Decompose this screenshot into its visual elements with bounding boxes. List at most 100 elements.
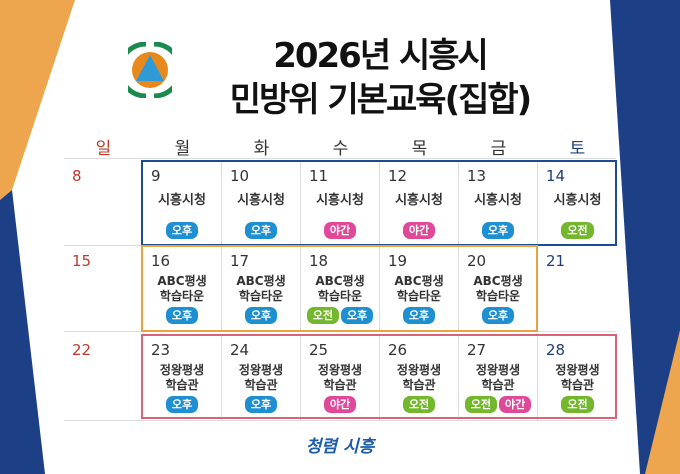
day-number: 28	[546, 341, 566, 359]
weekday-header: 목	[411, 139, 428, 159]
session-badge: 오후	[165, 307, 199, 324]
venue-name: ABC평생 학습타운	[236, 274, 286, 303]
session-badge: 오전	[561, 222, 594, 239]
week-highlight-border	[141, 334, 617, 419]
venue-name: 정왕평생 학습관	[555, 363, 600, 392]
session-badges: 오후	[459, 222, 537, 239]
day-number: 24	[230, 341, 250, 359]
session-badges: 오후	[459, 307, 537, 324]
session-badge: 오후	[481, 307, 515, 324]
session-badges: 오후	[380, 307, 458, 324]
session-badges: 오후	[143, 307, 221, 324]
day-number: 20	[467, 252, 487, 270]
session-badge: 오후	[402, 307, 436, 324]
day-number: 9	[151, 167, 161, 185]
day-number: 12	[388, 167, 408, 185]
venue-name: 시흥시청	[474, 193, 522, 208]
session-badges: 오후	[222, 396, 300, 413]
session-badge: 오후	[244, 307, 278, 324]
week-highlight-border	[141, 245, 538, 332]
session-badge: 야간	[402, 222, 436, 239]
day-number: 15	[72, 252, 92, 270]
session-badges: 오후	[143, 222, 221, 239]
day-number: 27	[467, 341, 487, 359]
calendar-day-cell[interactable]: 22	[64, 335, 143, 420]
week-highlight-border	[141, 160, 617, 246]
session-badges: 오전 오후	[301, 307, 379, 324]
venue-name: ABC평생 학습타운	[394, 274, 444, 303]
day-number: 11	[309, 167, 329, 185]
civil-defense-emblem-icon	[128, 42, 172, 98]
venue-name: 시흥시청	[158, 193, 206, 208]
day-number: 23	[151, 341, 171, 359]
venue-name: ABC평생 학습타운	[157, 274, 207, 303]
session-badge: 오후	[341, 307, 374, 324]
session-badge: 오후	[481, 222, 515, 239]
title-line2: 민방위 기본교육(집합)	[229, 80, 532, 120]
venue-name: 정왕평생 학습관	[396, 363, 442, 392]
weekday-header: 화	[253, 139, 270, 159]
weekday-header: 월	[174, 139, 191, 159]
day-number: 22	[72, 341, 92, 359]
venue-name: 정왕평생 학습관	[317, 363, 363, 392]
venue-name: 시흥시청	[395, 193, 443, 208]
weekday-header: 토	[569, 139, 586, 159]
day-number: 25	[309, 341, 329, 359]
calendar-day-cell[interactable]: 26 정왕평생 학습관 오전	[380, 335, 459, 420]
session-badge: 오후	[165, 396, 199, 413]
venue-name: 시흥시청	[553, 193, 602, 208]
session-badges: 오전 야간	[459, 396, 537, 413]
calendar-day-cell[interactable]: 13 시흥시청 오후	[459, 161, 538, 246]
session-badges: 오전	[538, 396, 617, 413]
day-number: 21	[546, 252, 566, 270]
calendar-day-cell[interactable]: 8	[64, 161, 143, 246]
session-badge: 오전	[561, 396, 594, 413]
session-badge: 오전	[464, 396, 497, 413]
session-badge: 야간	[499, 396, 532, 413]
weekday-header: 금	[490, 139, 507, 159]
calendar-day-cell[interactable]: 23 정왕평생 학습관 오후	[143, 335, 222, 420]
venue-name: ABC평생 학습타운	[315, 274, 365, 303]
venue-name: 정왕평생 학습관	[238, 363, 284, 392]
session-badges: 오후	[143, 396, 221, 413]
weekday-header: 수	[332, 139, 349, 159]
day-number: 10	[230, 167, 250, 185]
day-number: 17	[230, 252, 250, 270]
day-number: 18	[309, 252, 329, 270]
session-badges: 오후	[222, 307, 300, 324]
venue-name: 시흥시청	[316, 193, 364, 208]
session-badge: 오후	[244, 222, 278, 239]
day-number: 19	[388, 252, 408, 270]
calendar-day-cell[interactable]: 15	[64, 246, 143, 331]
row-divider	[64, 158, 616, 159]
session-badge: 야간	[323, 222, 357, 239]
session-badges: 야간	[380, 222, 458, 239]
calendar-day-cell[interactable]: 21	[538, 246, 617, 331]
venue-name: ABC평생 학습타운	[473, 274, 523, 303]
weekday-header: 일	[95, 139, 112, 159]
session-badges: 야간	[301, 222, 379, 239]
day-number: 14	[546, 167, 566, 185]
day-number: 16	[151, 252, 171, 270]
venue-name: 시흥시청	[237, 193, 285, 208]
session-badge: 오전	[402, 396, 436, 413]
slogan-logo: 청렴 시흥	[305, 437, 375, 457]
venue-name: 정왕평생 학습관	[475, 363, 521, 392]
session-badges: 야간	[301, 396, 379, 413]
session-badge: 오후	[165, 222, 199, 239]
